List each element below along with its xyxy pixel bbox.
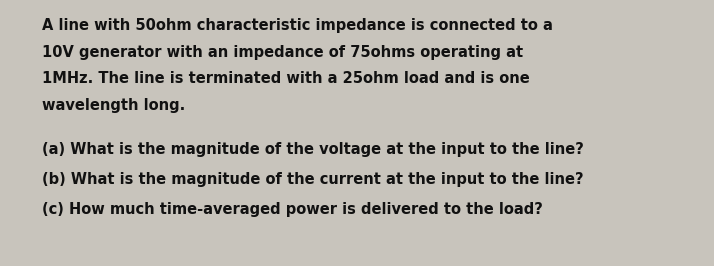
Text: wavelength long.: wavelength long.	[42, 98, 185, 113]
Text: 1MHz. The line is terminated with a 25ohm load and is one: 1MHz. The line is terminated with a 25oh…	[42, 71, 530, 86]
Text: (b) What is the magnitude of the current at the input to the line?: (b) What is the magnitude of the current…	[42, 172, 583, 187]
Text: A line with 50ohm characteristic impedance is connected to a: A line with 50ohm characteristic impedan…	[42, 18, 553, 33]
Text: 10V generator with an impedance of 75ohms operating at: 10V generator with an impedance of 75ohm…	[42, 44, 523, 60]
Text: (a) What is the magnitude of the voltage at the input to the line?: (a) What is the magnitude of the voltage…	[42, 142, 584, 157]
Text: (c) How much time-averaged power is delivered to the load?: (c) How much time-averaged power is deli…	[42, 202, 543, 217]
